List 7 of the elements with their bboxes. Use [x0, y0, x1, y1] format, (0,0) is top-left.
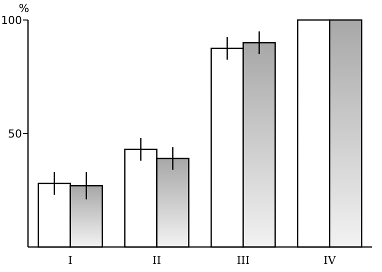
- y-axis-title: %: [18, 2, 30, 15]
- x-tick-label: III: [236, 254, 250, 267]
- x-tick-label: II: [152, 254, 162, 267]
- y-tick-label: 100: [1, 14, 22, 27]
- x-tick-label: IV: [324, 254, 337, 267]
- y-tick-label: 50: [8, 127, 22, 140]
- x-tick-label: I: [68, 254, 73, 267]
